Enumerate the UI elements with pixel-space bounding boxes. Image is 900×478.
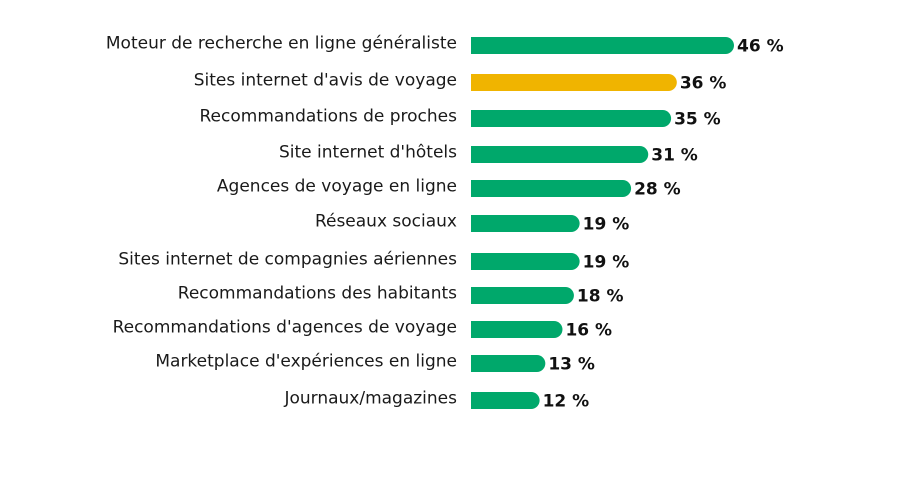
value-label: 31 %	[651, 146, 698, 166]
category-labels: Moteur de recherche en ligne généraliste…	[106, 34, 457, 409]
category-label: Site internet d'hôtels	[279, 143, 457, 163]
bar	[471, 287, 574, 304]
bar	[471, 74, 677, 91]
category-label: Recommandations des habitants	[178, 284, 457, 304]
value-label: 28 %	[634, 180, 681, 200]
value-label: 36 %	[680, 74, 727, 94]
category-label: Sites internet d'avis de voyage	[194, 71, 457, 91]
bar	[471, 253, 580, 270]
category-label: Sites internet de compagnies aériennes	[118, 250, 457, 270]
value-label: 16 %	[565, 321, 612, 341]
value-label: 35 %	[674, 110, 721, 130]
value-label: 12 %	[543, 392, 590, 412]
bar	[471, 180, 632, 197]
category-label: Journaux/magazines	[283, 389, 457, 409]
value-label: 13 %	[548, 355, 595, 375]
category-label: Réseaux sociaux	[315, 212, 457, 232]
bar	[471, 355, 546, 372]
value-labels: 46 %36 %35 %31 %28 %19 %19 %18 %16 %13 %…	[543, 37, 784, 412]
value-label: 46 %	[737, 37, 784, 57]
bar	[471, 392, 540, 409]
bar	[471, 110, 672, 127]
bars	[471, 37, 734, 409]
bar	[471, 321, 563, 338]
category-label: Agences de voyage en ligne	[217, 177, 457, 197]
category-label: Marketplace d'expériences en ligne	[155, 352, 457, 372]
value-label: 19 %	[583, 215, 630, 235]
category-label: Moteur de recherche en ligne généraliste	[106, 34, 457, 54]
bar	[471, 146, 649, 163]
category-label: Recommandations de proches	[200, 107, 458, 127]
bar	[471, 37, 734, 54]
bar	[471, 215, 580, 232]
category-label: Recommandations d'agences de voyage	[113, 318, 457, 338]
value-label: 19 %	[583, 253, 630, 273]
value-label: 18 %	[577, 287, 624, 307]
